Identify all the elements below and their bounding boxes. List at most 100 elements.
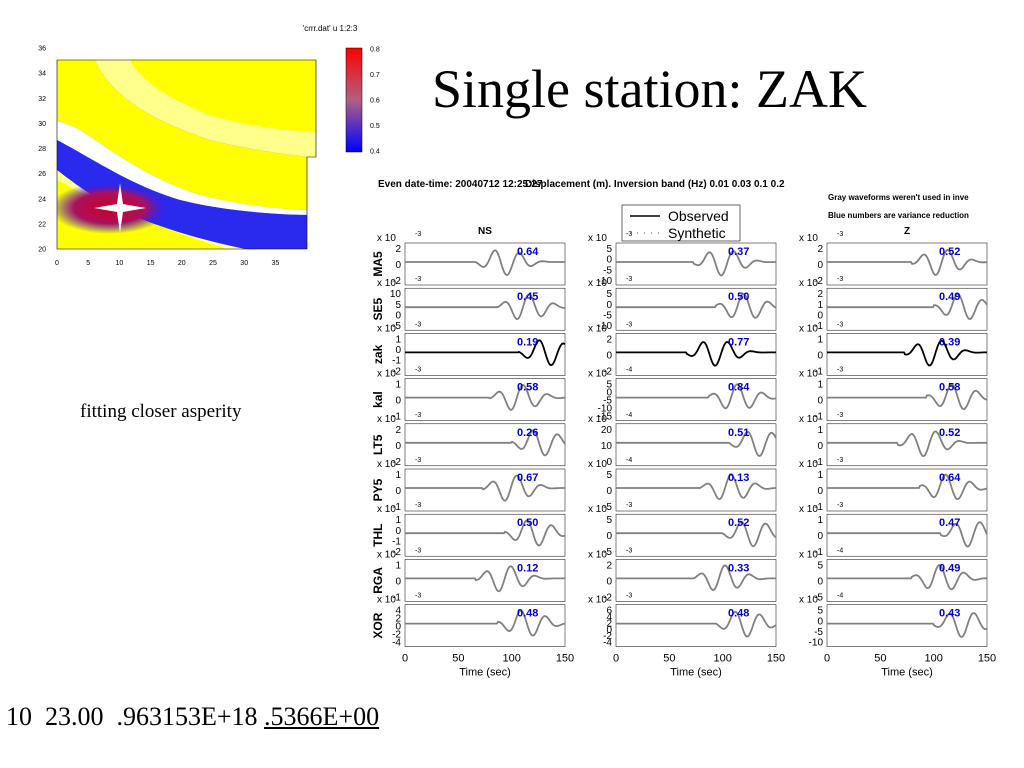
station-label: XOR <box>371 612 385 638</box>
scale-exponent: -4 <box>626 457 632 464</box>
waveform-panel: x 10 -3 1 0 -1 0.58 <box>799 367 988 423</box>
station-label: zak <box>371 344 385 364</box>
scale-label: x 10 <box>588 414 607 425</box>
variance-reduction-label: 0.47 <box>939 517 960 529</box>
y-tick: 1 <box>395 470 401 481</box>
scale-label: x 10 <box>588 549 607 560</box>
y-tick: 5 <box>606 380 612 391</box>
waveform-trace <box>827 473 988 500</box>
waveform-panel: x 10 -3 2 0 -2 0.52 <box>799 231 988 287</box>
x-tick: 0 <box>402 653 408 665</box>
heatmap-field <box>57 60 316 249</box>
scale-exponent: -3 <box>415 547 421 554</box>
note-gray: Gray waveforms weren't used in inve <box>828 193 969 202</box>
station-label: THL <box>371 524 385 547</box>
y-tick: -1 <box>814 457 823 468</box>
variance-reduction-label: 0.64 <box>517 246 539 258</box>
slide-title: Single station: ZAK <box>432 59 867 119</box>
y-tick: -1 <box>392 592 401 603</box>
variance-reduction-label: 0.26 <box>517 427 538 439</box>
waveform-panel: x 10 -350-5-100.50 <box>588 276 777 332</box>
scale-exponent: -3 <box>415 276 421 283</box>
scale-label: x 10 <box>377 459 396 470</box>
y-tick: 1 <box>817 300 823 311</box>
waveform-trace <box>827 612 988 638</box>
heatmap-x-ticks: 0 5 10 15 20 25 30 35 <box>55 260 279 267</box>
x-tick: 150 <box>767 653 785 665</box>
note-blue: Blue numbers are variance reduction <box>828 211 969 220</box>
scale-exponent: -3 <box>415 457 421 464</box>
y-tick: -2 <box>392 366 401 377</box>
y-tick: -5 <box>603 311 612 322</box>
waveform-trace <box>405 293 565 321</box>
station-label: PY5 <box>371 478 385 501</box>
y-tick: -1 <box>814 321 823 332</box>
heatmap-x-tick: 15 <box>147 260 155 267</box>
y-tick: 0 <box>817 576 823 587</box>
waveform-trace <box>405 249 565 276</box>
waveform-panel: x 10 -3 2 0 -2 0.33 <box>588 547 777 603</box>
y-tick: -1 <box>814 412 823 423</box>
legend-observed: Observed <box>668 208 729 224</box>
heatmap-x-tick: 10 <box>116 260 124 267</box>
scale-label: x 10 <box>588 369 607 380</box>
colorbar-ticks: 0.4 0.5 0.6 0.7 0.8 <box>370 47 380 156</box>
waveform-trace <box>616 521 777 548</box>
heatmap-y-tick: 20 <box>38 247 46 254</box>
y-tick: 0 <box>817 441 823 452</box>
y-tick: 1 <box>395 380 401 391</box>
scale-label: x 10 <box>377 278 396 289</box>
y-tick: 2 <box>817 244 823 255</box>
y-tick: 0 <box>606 457 612 468</box>
heatmap-y-tick: 36 <box>38 46 46 53</box>
scale-exponent: -3 <box>626 276 632 283</box>
scale-label: x 10 <box>377 233 396 244</box>
y-tick: 5 <box>395 300 401 311</box>
y-tick: -4 <box>603 638 612 649</box>
centroid-depth: 23.00 <box>45 702 104 731</box>
waveform-trace <box>827 430 987 458</box>
waveform-panel: x 10 -3 10-1-2 0.19 <box>377 321 566 377</box>
y-tick: 5 <box>817 606 823 617</box>
scale-label: x 10 <box>799 504 818 515</box>
x-tick: 150 <box>556 653 574 665</box>
y-tick: 0 <box>817 616 823 627</box>
y-tick: 5 <box>817 560 823 571</box>
waveform-trace <box>616 341 776 367</box>
scale-exponent: -3 <box>415 321 421 328</box>
waveform-panel: x 10 -3 2 0 -2 0.77 <box>588 321 777 377</box>
y-tick: 1 <box>817 334 823 345</box>
y-tick: -4 <box>392 638 401 649</box>
scale-label: x 10 <box>799 459 818 470</box>
waveform-panel: x 10 -3 50-5-10 0.37 <box>588 231 777 287</box>
waveform-trace <box>827 293 988 321</box>
y-tick: 0 <box>817 311 823 322</box>
waveform-trace <box>827 249 987 276</box>
y-tick: 0 <box>606 388 612 399</box>
variance-reduction-label: 0.64 <box>939 472 961 484</box>
x-tick: 50 <box>663 653 675 665</box>
waveform-trace <box>405 429 566 457</box>
scale-exponent: -3 <box>626 321 632 328</box>
scale-label: x 10 <box>799 233 818 244</box>
scale-exponent: -3 <box>837 321 843 328</box>
caption: fitting closer asperity <box>80 401 242 422</box>
scale-exponent: -3 <box>415 502 421 509</box>
scalar-moment: .963153E+18 <box>116 702 258 731</box>
variance-reduction-label: 0.67 <box>517 472 538 484</box>
y-tick: -2 <box>603 592 612 603</box>
variance-reduction-label: 0.48 <box>517 608 538 620</box>
x-axis-label: Time (sec) <box>881 667 933 679</box>
y-tick: 0 <box>817 350 823 361</box>
scale-label: x 10 <box>588 504 607 515</box>
waveform-panel: x 10 -3 1 0 -1 0.58 <box>377 367 566 423</box>
variance-reduction-label: 0.45 <box>517 291 538 303</box>
station-label: SE5 <box>371 298 385 321</box>
y-tick: -5 <box>603 265 612 276</box>
y-tick: 5 <box>606 289 612 300</box>
colorbar-tick: 0.5 <box>370 123 380 130</box>
waveform-trace <box>405 609 566 637</box>
waveform-panel: x 10 -3 1 0 -1 0.39 <box>799 321 988 377</box>
y-tick: 20 <box>601 425 613 436</box>
